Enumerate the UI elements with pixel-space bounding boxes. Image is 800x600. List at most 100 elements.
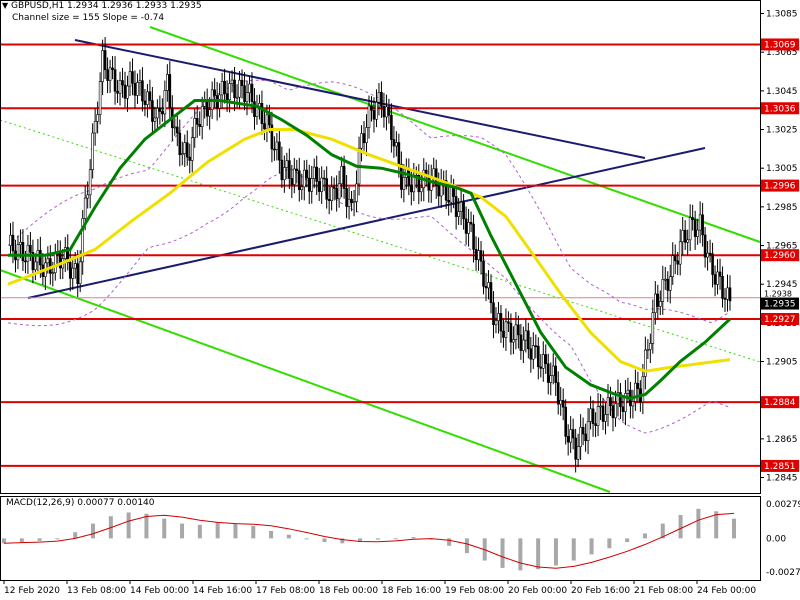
candle-body [559, 400, 563, 405]
candle-body [576, 446, 580, 460]
candle-body [283, 167, 286, 181]
candle-body [233, 79, 236, 98]
candle-body [711, 253, 714, 275]
candle-body [417, 175, 421, 193]
candle-body [708, 252, 712, 255]
candle-body [248, 83, 251, 94]
candle-body [457, 211, 460, 217]
dropdown-triangle-icon[interactable]: ▼ [2, 1, 9, 10]
candle-body [347, 198, 351, 207]
candle-body [24, 260, 27, 263]
macd-bar [589, 538, 594, 555]
candle-body [360, 133, 363, 149]
candle-body [121, 80, 124, 86]
candle-body [293, 168, 296, 185]
channel-info: Channel size = 155 Slope = -0.74 [12, 13, 165, 23]
candle-body [310, 178, 314, 192]
candle-body [504, 321, 508, 338]
candle-body [591, 408, 595, 424]
x-tick-label: 12 Feb 2020 [4, 586, 60, 596]
candle-body [469, 222, 473, 225]
macd-bar [464, 538, 469, 554]
candle-body [579, 427, 582, 447]
candle-body [168, 74, 172, 109]
level-tag-label: 1.2927 [764, 315, 796, 325]
candle-body [243, 85, 246, 103]
level-tag [761, 396, 799, 409]
candle-body [561, 400, 565, 408]
macd-signal-line [3, 512, 735, 569]
candle-body [193, 118, 197, 138]
candle-body [636, 382, 640, 390]
ma-slow-line [7, 128, 731, 373]
candle-body [668, 276, 672, 291]
candle-body [666, 278, 670, 291]
y-tick-label: 1.2845 [766, 474, 798, 484]
candle-body [546, 363, 550, 383]
candle-body [9, 234, 12, 246]
candle-body [365, 127, 368, 144]
channel-mid-line [0, 119, 761, 363]
candle-body [268, 114, 271, 126]
candle-body [71, 267, 75, 279]
support-trendline [27, 147, 706, 299]
candle-body [434, 168, 438, 186]
candle-body [375, 101, 378, 120]
candle-body [614, 403, 617, 419]
candle-body [103, 50, 107, 71]
candle-body [641, 376, 645, 403]
candle-body [302, 169, 306, 188]
candle-body [288, 160, 291, 179]
candle-body [355, 183, 358, 202]
candle-body [663, 278, 667, 281]
candle-body [619, 392, 622, 408]
candle-body [532, 345, 535, 360]
y-tick-label: 1.3045 [766, 87, 798, 97]
ma-fast-line [8, 99, 732, 400]
candle-body [133, 82, 137, 96]
current-price-tag [761, 297, 799, 310]
candle-body [651, 312, 655, 344]
candle-body [335, 188, 338, 200]
macd-bar [91, 523, 96, 539]
candle-body [58, 253, 62, 269]
candle-body [609, 397, 612, 407]
level-tag-label: 1.3036 [764, 104, 796, 114]
macd-bar [607, 538, 612, 549]
macd-bar [358, 538, 363, 543]
candle-body [153, 117, 157, 122]
candle-body [673, 255, 677, 262]
y-tick-label: 1.2865 [766, 435, 798, 445]
candle-body [616, 392, 620, 405]
current-price-label: 1.2935 [764, 300, 796, 310]
candle-body [522, 339, 525, 351]
candle-body [240, 79, 244, 86]
candle-body [173, 126, 177, 129]
candle-body [527, 330, 530, 350]
candle-body [111, 67, 114, 70]
x-tick-label: 18 Feb 00:00 [319, 586, 378, 596]
candle-body [208, 109, 211, 117]
macd-bar [233, 523, 238, 539]
candle-body [581, 427, 585, 435]
candle-body [327, 199, 331, 201]
macd-bar [500, 538, 505, 568]
candle-body [350, 198, 353, 204]
macd-bar [322, 538, 327, 543]
candle-body [230, 79, 234, 84]
candle-body [26, 244, 30, 262]
candle-body [571, 429, 575, 439]
y-tick-label: 1.2965 [766, 242, 798, 252]
channel-lower-line [0, 269, 611, 493]
candle-body [681, 229, 684, 243]
candle-body [195, 118, 199, 125]
candle-body [397, 142, 401, 165]
candle-body [713, 274, 717, 285]
candle-body [96, 114, 99, 122]
candle-body [512, 339, 515, 343]
candle-body [131, 71, 134, 84]
macd-bar [393, 538, 398, 540]
candle-body [454, 196, 458, 217]
candle-body [534, 345, 538, 348]
